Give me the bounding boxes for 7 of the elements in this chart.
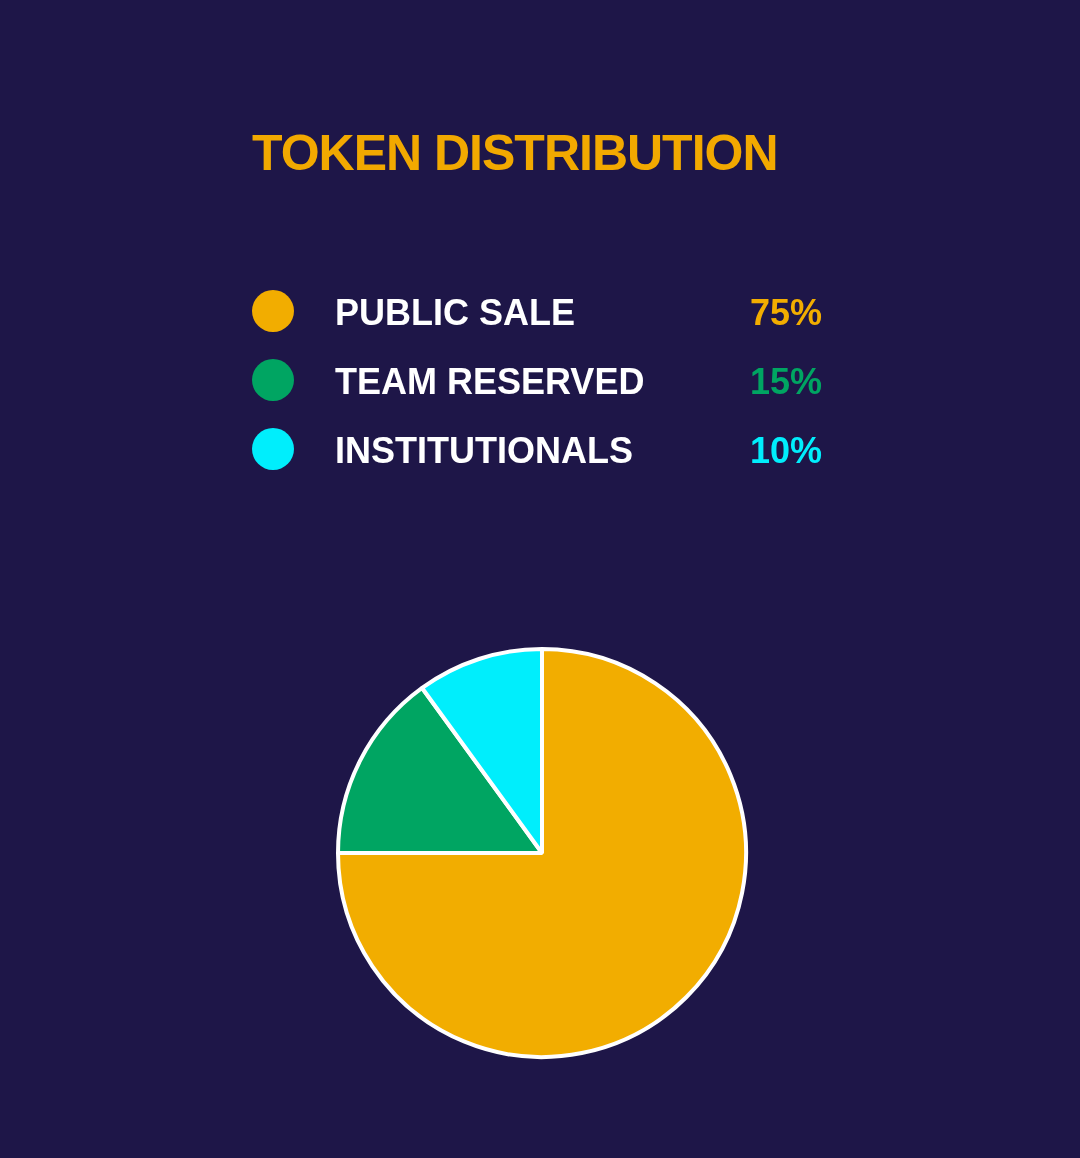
chart-title: TOKEN DISTRIBUTION: [252, 124, 778, 182]
data-label: 10%: [749, 430, 822, 472]
data-label: 15%: [749, 361, 822, 403]
legend-label: PUBLIC SALE: [335, 292, 576, 334]
legend-label: INSTITUTIONALS: [335, 430, 633, 472]
data-label: 75%: [749, 292, 822, 334]
legend-label: TEAM RESERVED: [335, 361, 645, 403]
